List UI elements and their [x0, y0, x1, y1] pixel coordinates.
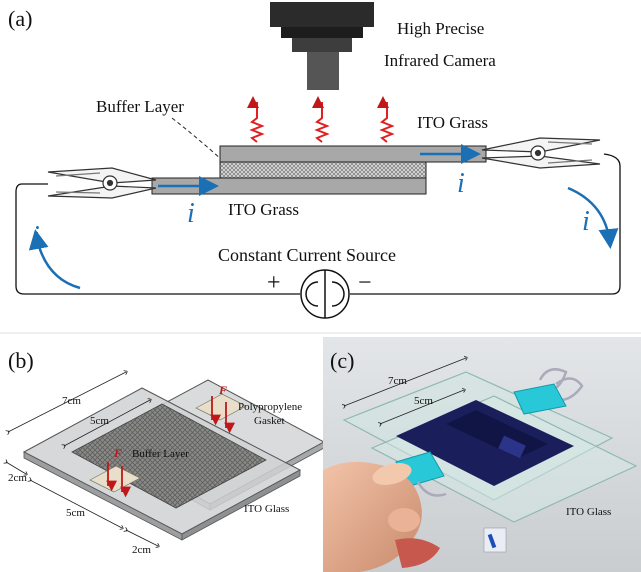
ito-bottom-label: ITO Grass — [228, 200, 299, 219]
buffer-layer — [219, 161, 427, 179]
heat-wave-icons — [247, 96, 395, 143]
panel-a: (a) High Precise Infrared Camera Buffer … — [8, 2, 621, 319]
dim-7cm-b: 7cm — [62, 395, 81, 407]
camera-label-line1: High Precise — [397, 19, 484, 38]
plus-sign: + — [267, 270, 281, 296]
current-arrow-left — [28, 229, 81, 290]
minus-sign: − — [358, 270, 372, 296]
camera-icon — [270, 2, 374, 90]
buffer-leader-line — [171, 117, 223, 161]
current-source-label: Constant Current Source — [218, 245, 396, 265]
dimension-lines-b — [6, 372, 158, 546]
buffer-layer-label-b: Buffer Layer — [132, 448, 189, 460]
hand-image — [323, 461, 440, 572]
panel-c: (c) 7cm — [323, 337, 641, 572]
dim-5cm-top-b: 5cm — [90, 415, 109, 427]
ito-glass-label-b: ITO Glass — [244, 503, 289, 515]
blue-marker — [487, 533, 497, 549]
dim-5cm-c: 5cm — [414, 395, 433, 407]
ito-stack — [151, 145, 487, 195]
force-label-1: F — [218, 383, 227, 397]
dim-2cm-left-b: 2cm — [8, 472, 27, 484]
panel-c-tag: (c) — [330, 348, 354, 373]
alligator-clip-right-icon — [481, 137, 601, 169]
dimension-lines-c — [344, 358, 466, 424]
dim-7cm-c: 7cm — [388, 375, 407, 387]
alligator-clip-left-icon — [47, 167, 157, 199]
current-symbol-bottom: i — [187, 198, 195, 229]
gasket-label-line2: Gasket — [254, 415, 285, 427]
current-symbol-top: i — [457, 168, 465, 199]
ito-glass-label-c: ITO Glass — [566, 506, 611, 518]
dim-2cm-bottom-b: 2cm — [132, 544, 151, 556]
binder-clip-bottom-icon — [395, 451, 447, 497]
binder-clip-top-icon — [513, 368, 584, 415]
current-source-icon — [300, 269, 350, 319]
circuit-wire — [15, 153, 621, 295]
panel-b-tag: (b) — [8, 348, 34, 373]
gasket-label-line1: Polypropylene — [238, 401, 302, 413]
ito-top-label: ITO Grass — [417, 113, 488, 132]
ito-bottom-glass — [151, 177, 427, 195]
camera-label-line2: Infrared Camera — [384, 51, 496, 70]
panel-b: (b) F F — [6, 348, 326, 556]
dim-5cm-bottom-b: 5cm — [66, 507, 85, 519]
panel-a-tag: (a) — [8, 6, 32, 31]
current-symbol-right: i — [582, 206, 590, 237]
force-label-2: F — [113, 446, 122, 460]
buffer-layer-label: Buffer Layer — [96, 97, 184, 116]
current-arrow-right — [567, 186, 619, 249]
